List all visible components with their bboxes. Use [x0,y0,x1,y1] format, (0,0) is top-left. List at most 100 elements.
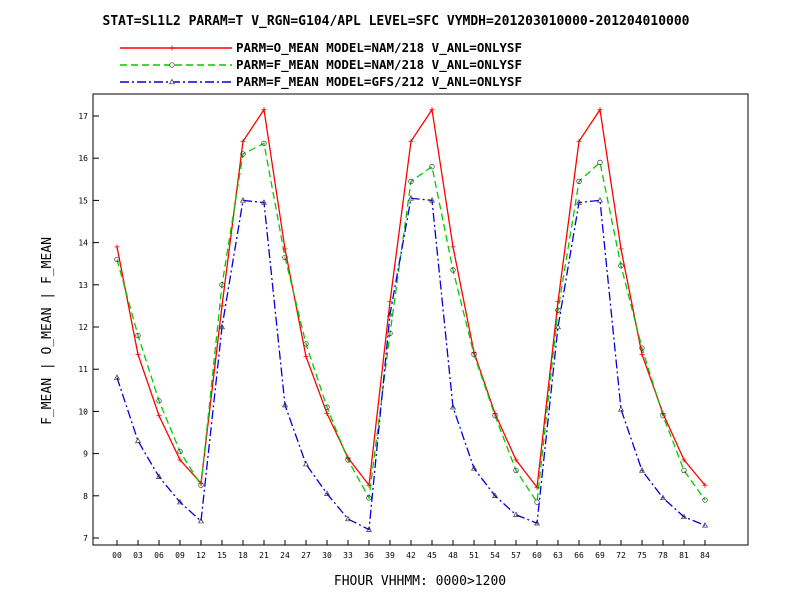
series-lines [116,107,706,531]
chart-title: STAT=SL1L2 PARAM=T V_RGN=G104/APL LEVEL=… [102,14,690,29]
x-tick-label: 57 [511,551,521,560]
data-point-1 [702,482,708,488]
data-point-1 [639,351,645,357]
series-line-2 [116,142,706,504]
data-point-1 [513,457,519,463]
x-tick-label: 78 [658,551,668,560]
data-point-2 [492,412,498,419]
y-tick-label: 10 [78,407,88,416]
y-tick-label: 16 [78,154,88,163]
data-point-2 [261,140,267,147]
series-line-1 [116,107,706,490]
data-point-2 [240,151,246,157]
data-point-2 [597,159,603,166]
legend-marker [169,78,175,85]
data-point-3 [534,519,540,526]
data-point-2 [198,482,204,488]
data-point-3 [408,194,414,201]
data-point-1 [534,484,540,490]
x-tick-label: 00 [112,551,122,560]
data-point-1 [408,138,414,144]
x-tick-label: 60 [532,551,542,560]
data-point-2 [660,412,666,419]
data-point-1 [156,413,162,419]
data-point-2 [450,267,456,273]
x-tick-label: 39 [385,551,395,560]
x-tick-label: 09 [175,551,185,560]
x-tick-label: 48 [448,551,458,560]
x-tick-label: 69 [595,551,605,560]
data-point-2 [303,341,309,347]
x-tick-label: 18 [238,551,248,560]
legend: PARM=O_MEAN MODEL=NAM/218 V_ANL=ONLYSFPA… [120,40,522,90]
x-tick-label: 45 [427,551,437,560]
data-point-1 [114,244,120,250]
data-point-1 [324,411,330,417]
data-point-2 [387,330,393,336]
data-point-3 [135,437,141,444]
x-tick-label: 36 [364,551,374,560]
data-point-3 [345,515,351,522]
data-point-3 [156,473,162,479]
y-tick-label: 14 [78,239,88,248]
data-point-2 [366,495,372,501]
series-line-3 [116,197,706,531]
data-point-3 [639,467,645,473]
x-tick-label: 15 [217,551,227,560]
data-point-2 [639,345,645,351]
data-point-3 [576,199,582,205]
data-point-1 [576,138,582,144]
x-tick-label: 84 [700,551,710,560]
plot-frame [92,93,749,546]
data-point-2 [219,282,225,288]
data-point-3 [177,498,183,505]
data-point-3 [681,513,687,520]
x-tick-label: 81 [679,551,689,560]
x-tick-label: 66 [574,551,584,560]
data-point-1 [618,246,624,252]
data-point-3 [366,526,372,532]
data-point-3 [513,511,519,517]
data-point-1 [450,244,456,250]
data-point-2 [513,467,519,474]
data-point-1 [681,457,687,463]
y-tick-label: 15 [78,196,88,205]
y-tick-label: 11 [78,365,88,374]
data-point-2 [345,457,351,463]
data-point-3 [660,494,666,501]
data-point-3 [618,405,624,412]
data-point-3 [198,517,204,524]
series-markers [114,107,708,532]
data-point-2 [408,178,414,185]
x-tick-label: 63 [553,551,563,560]
data-point-1 [282,246,288,252]
y-tick-label: 9 [83,450,88,459]
legend-marker [169,62,175,68]
x-tick-label: 27 [301,551,311,560]
x-tick-label: 30 [322,551,332,560]
data-point-1 [429,107,435,113]
data-point-1 [219,303,225,309]
data-point-2 [429,163,435,170]
x-axis: 00 03 06 09 12 15 18 21 24 27 30 33 36 39 42 45 48 51 54 57… [112,540,710,560]
y-axis-label: F_MEAN | O_MEAN | F_MEAN [40,237,55,425]
data-point-3 [492,492,498,498]
legend-label-1: PARM=O_MEAN MODEL=NAM/218 V_ANL=ONLYSF [236,40,522,56]
x-tick-label: 24 [280,551,290,560]
data-point-2 [471,351,477,358]
data-point-2 [135,332,141,339]
x-tick-label: 12 [196,551,206,560]
data-point-3 [261,199,267,205]
data-point-3 [597,197,603,203]
x-tick-label: 42 [406,551,416,560]
y-tick-label: 12 [78,323,88,332]
data-point-3 [219,323,225,330]
data-point-2 [156,398,162,404]
data-point-2 [324,404,330,410]
data-point-1 [261,107,267,113]
data-point-3 [240,197,246,203]
data-point-3 [450,403,456,410]
data-point-1 [387,299,393,305]
data-point-2 [576,178,582,185]
